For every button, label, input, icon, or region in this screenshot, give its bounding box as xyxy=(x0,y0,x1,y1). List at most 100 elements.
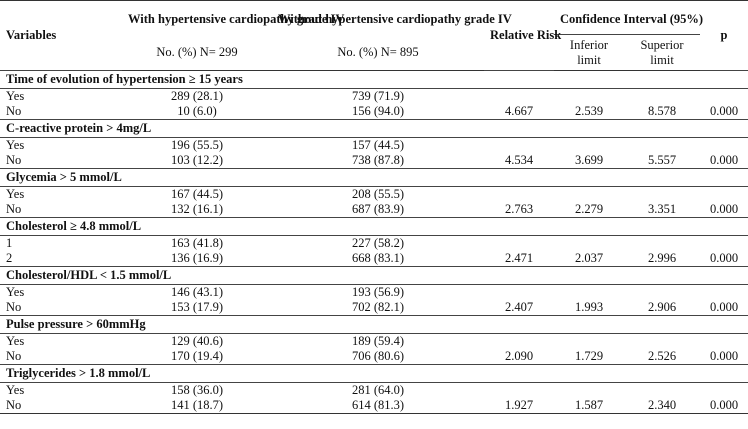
cell-superior-limit xyxy=(624,187,700,203)
section-header-row: C-reactive protein > 4mg/L xyxy=(0,119,748,138)
cell-inferior-limit xyxy=(554,334,624,350)
header-superior-limit: Superior limit xyxy=(624,34,701,71)
cell-superior-limit: 2.340 xyxy=(624,398,701,414)
header-confidence-interval: Confidence Interval (95%) xyxy=(554,0,703,35)
section-title: Cholesterol ≥ 4.8 mmol/L xyxy=(0,217,748,236)
cell-with: 163 (41.8) xyxy=(170,236,224,250)
cell-without: 156 (94.0) xyxy=(351,104,405,118)
header-with-sub: No. (%) N= 299 xyxy=(122,34,272,71)
cell-inferior-limit: 2.037 xyxy=(574,251,604,265)
cell-relative-risk xyxy=(484,138,554,154)
cell-superior-limit xyxy=(624,89,700,105)
cell-superior-limit: 8.578 xyxy=(647,104,677,118)
section-title: Glycemia > 5 mmol/L xyxy=(0,168,748,187)
cell-inferior-limit: 2.539 xyxy=(574,104,604,118)
section-header-row: Time of evolution of hypertension ≥ 15 y… xyxy=(0,70,748,89)
row-label: Yes xyxy=(6,187,25,201)
cell-p xyxy=(700,89,748,105)
table-row: No 132 (16.1) 687 (83.9) 2.763 2.279 3.351 0.0… xyxy=(0,202,748,218)
cell-without: 208 (55.5) xyxy=(351,187,405,201)
cell-p xyxy=(700,138,748,154)
cell-inferior-limit: 2.279 xyxy=(574,202,604,216)
table-row: No 153 (17.9) 702 (82.1) 2.407 1.993 2.906 0.0… xyxy=(0,300,748,316)
cell-p: 0.000 xyxy=(709,300,739,314)
cell-inferior-limit xyxy=(554,236,624,252)
table-row: No 141 (18.7) 614 (81.3) 1.927 1.587 2.340 0.0… xyxy=(0,398,748,414)
cell-p: 0.000 xyxy=(709,153,739,167)
cell-superior-limit xyxy=(624,285,700,301)
header-relative-risk: Relative Risk xyxy=(484,0,561,71)
section-title: Pulse pressure > 60mmHg xyxy=(0,315,748,334)
table-row: 1 163 (41.8) 227 (58.2) xyxy=(0,236,748,252)
section-title: Time of evolution of hypertension ≥ 15 y… xyxy=(0,70,748,89)
row-label: Yes xyxy=(6,285,25,299)
cell-without: 189 (59.4) xyxy=(351,334,405,348)
table-row: Yes 146 (43.1) 193 (56.9) xyxy=(0,285,748,301)
table-row: Yes 158 (36.0) 281 (64.0) xyxy=(0,383,748,399)
cell-without: 157 (44.5) xyxy=(351,138,405,152)
cell-with: 103 (12.2) xyxy=(170,153,224,167)
cell-without: 706 (80.6) xyxy=(351,349,405,363)
row-label: No xyxy=(6,300,22,314)
cell-p xyxy=(700,383,748,399)
section-header-row: Cholesterol ≥ 4.8 mmol/L xyxy=(0,217,748,236)
cell-p: 0.000 xyxy=(709,202,739,216)
section-header-row: Pulse pressure > 60mmHg xyxy=(0,315,748,334)
cell-superior-limit xyxy=(624,334,700,350)
section-header-row: Cholesterol/HDL < 1.5 mmol/L xyxy=(0,266,748,285)
cell-without: 738 (87.8) xyxy=(351,153,405,167)
cell-relative-risk: 2.090 xyxy=(504,349,534,363)
cell-superior-limit: 5.557 xyxy=(647,153,677,167)
table-row: Yes 289 (28.1) 739 (71.9) xyxy=(0,89,748,105)
cell-inferior-limit: 3.699 xyxy=(574,153,604,167)
row-label: 1 xyxy=(6,236,13,250)
cell-with: 158 (36.0) xyxy=(170,383,224,397)
cell-p: 0.000 xyxy=(709,349,739,363)
cell-with: 289 (28.1) xyxy=(170,89,224,103)
cell-p: 0.000 xyxy=(709,104,739,118)
cell-inferior-limit: 1.993 xyxy=(574,300,604,314)
cell-without: 614 (81.3) xyxy=(272,398,484,414)
cell-p: 0.000 xyxy=(700,398,748,414)
cell-relative-risk xyxy=(484,236,554,252)
row-label: No xyxy=(6,153,22,167)
cell-superior-limit xyxy=(624,138,700,154)
row-label: No xyxy=(6,349,22,363)
table-row: 2 136 (16.9) 668 (83.1) 2.471 2.037 2.996 0.00… xyxy=(0,251,748,267)
section-header-row: Glycemia > 5 mmol/L xyxy=(0,168,748,187)
cell-without: 281 (64.0) xyxy=(351,383,405,397)
header-without-sub: No. (%) N= 895 xyxy=(272,34,484,71)
header-inferior-limit: Inferior limit xyxy=(554,34,624,71)
cell-superior-limit: 3.351 xyxy=(647,202,677,216)
cell-relative-risk: 2.471 xyxy=(504,251,534,265)
cell-relative-risk: 4.534 xyxy=(504,153,534,167)
section-header-row: Triglycerides > 1.8 mmol/L xyxy=(0,364,748,383)
cell-relative-risk: 4.667 xyxy=(504,104,534,118)
section-title: C-reactive protein > 4mg/L xyxy=(0,119,748,138)
cell-p xyxy=(700,236,748,252)
row-label: Yes xyxy=(6,138,25,152)
cell-with: 136 (16.9) xyxy=(170,251,224,265)
table-row: Yes 167 (44.5) 208 (55.5) xyxy=(0,187,748,203)
row-label: No xyxy=(6,202,22,216)
cell-inferior-limit: 1.587 xyxy=(554,398,624,414)
cell-superior-limit xyxy=(624,383,700,399)
cell-with: 129 (40.6) xyxy=(170,334,224,348)
cell-relative-risk xyxy=(484,383,554,399)
cell-without: 193 (56.9) xyxy=(351,285,405,299)
cell-inferior-limit xyxy=(554,89,624,105)
row-label: No xyxy=(0,398,122,414)
cell-inferior-limit xyxy=(554,285,624,301)
table-row: No 10 (6.0) 156 (94.0) 4.667 2.539 8.578 0.000 xyxy=(0,104,748,120)
table-row: No 170 (19.4) 706 (80.6) 2.090 1.729 2.526 0.0… xyxy=(0,349,748,365)
results-table: Variables With hypertensive cardiopathy … xyxy=(0,0,748,414)
cell-superior-limit: 2.526 xyxy=(647,349,677,363)
section-title: Cholesterol/HDL < 1.5 mmol/L xyxy=(0,266,748,285)
cell-relative-risk: 2.407 xyxy=(504,300,534,314)
cell-relative-risk xyxy=(484,285,554,301)
cell-without: 702 (82.1) xyxy=(351,300,405,314)
table-row: No 103 (12.2) 738 (87.8) 4.534 3.699 5.557 0.0… xyxy=(0,153,748,169)
row-label: Yes xyxy=(6,334,25,348)
cell-with: 141 (18.7) xyxy=(122,398,272,414)
cell-without: 227 (58.2) xyxy=(351,236,405,250)
